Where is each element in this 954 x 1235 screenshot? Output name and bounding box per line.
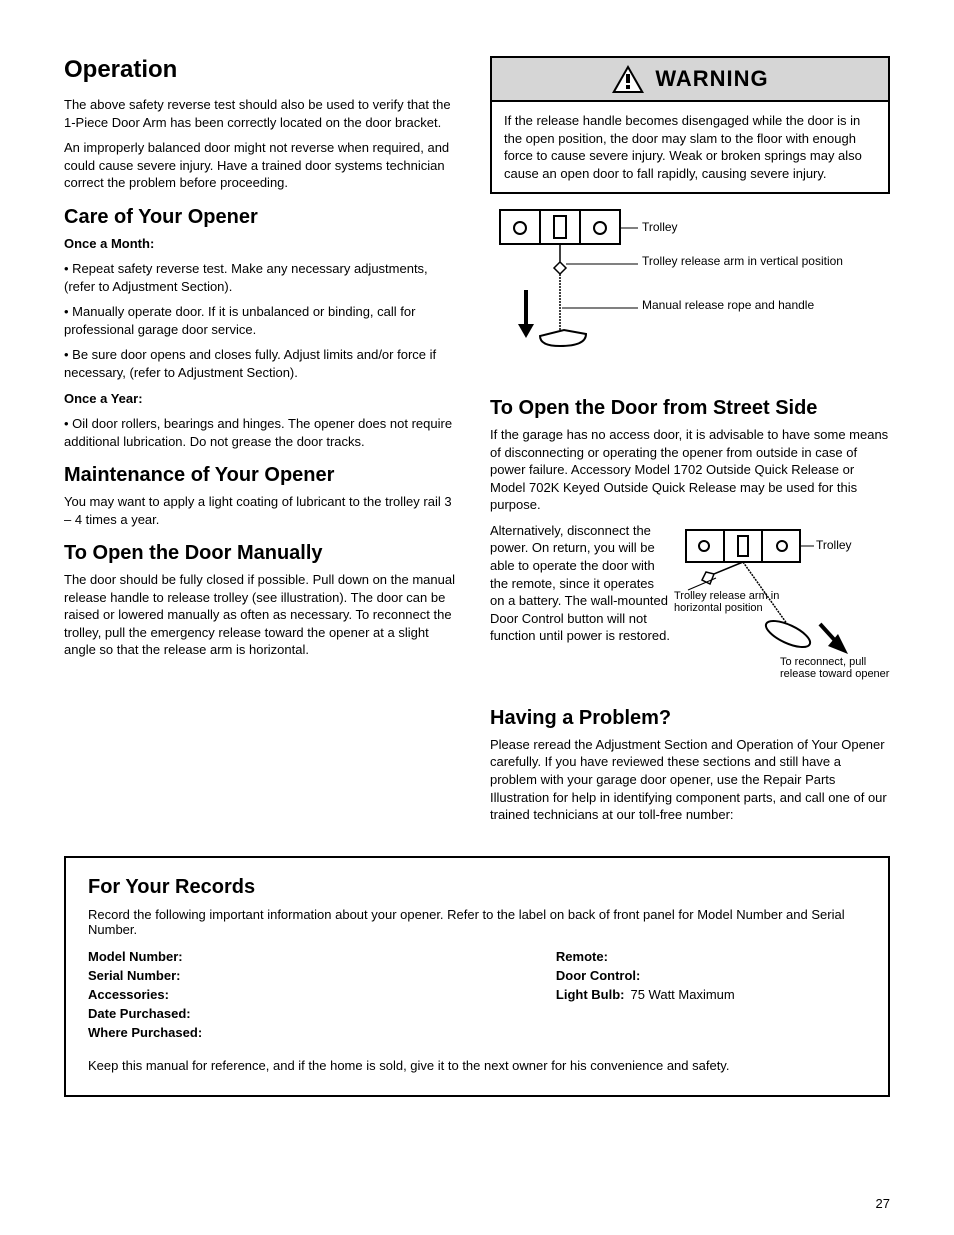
maint-p: You may want to apply a light coating of… bbox=[64, 493, 458, 528]
records-key: Door Control: bbox=[556, 968, 640, 983]
care-b4: • Oil door rollers, bearings and hinges.… bbox=[64, 415, 458, 450]
records-row: Serial Number: bbox=[88, 968, 516, 983]
intro-p1: The above safety reverse test should als… bbox=[64, 96, 458, 131]
figure-release-horizontal: Trolley Trolley release arm in horizonta… bbox=[680, 528, 890, 683]
manual-p: The door should be fully closed if possi… bbox=[64, 571, 458, 659]
figure-release-vertical: Trolley Trolley release arm in vertical … bbox=[490, 208, 890, 383]
care-b1: • Repeat safety reverse test. Make any n… bbox=[64, 260, 458, 295]
records-key: Model Number: bbox=[88, 949, 183, 964]
records-row: Accessories: bbox=[88, 987, 516, 1002]
problem-p: Please reread the Adjustment Section and… bbox=[490, 736, 890, 824]
records-col-right: Remote: Door Control: Light Bulb: 75 Watt M… bbox=[556, 949, 866, 1044]
records-row: Model Number: bbox=[88, 949, 516, 964]
right-column: WARNING If the release handle becomes di… bbox=[490, 56, 890, 832]
records-key: Serial Number: bbox=[88, 968, 180, 983]
section-manual: To Open the Door Manually bbox=[64, 542, 458, 565]
records-value: 75 Watt Maximum bbox=[630, 987, 734, 1002]
left-column: Operation The above safety reverse test … bbox=[64, 56, 458, 832]
records-row: Date Purchased: bbox=[88, 1006, 516, 1021]
records-key: Light Bulb: bbox=[556, 987, 625, 1002]
fig1-rope-label: Manual release rope and handle bbox=[642, 298, 814, 312]
records-key: Accessories: bbox=[88, 987, 169, 1002]
section-problem: Having a Problem? bbox=[490, 707, 890, 730]
section-maint: Maintenance of Your Opener bbox=[64, 464, 458, 487]
care-b3: • Be sure door opens and closes fully. A… bbox=[64, 346, 458, 381]
records-box: For Your Records Record the following im… bbox=[64, 856, 890, 1097]
section-care: Care of Your Opener bbox=[64, 206, 458, 229]
records-row: Door Control: bbox=[556, 968, 866, 983]
intro-p2: An improperly balanced door might not re… bbox=[64, 139, 458, 192]
care-once-year: Once a Year: bbox=[64, 390, 458, 408]
open-p2: Alternatively, disconnect the power. On … bbox=[490, 522, 670, 645]
fig2-trolley-label: Trolley bbox=[816, 538, 852, 552]
records-row: Where Purchased: bbox=[88, 1025, 516, 1040]
records-footer: Keep this manual for reference, and if t… bbox=[88, 1058, 866, 1073]
fig1-arm-label: Trolley release arm in vertical position bbox=[642, 254, 843, 268]
warning-body: If the release handle becomes disengaged… bbox=[492, 102, 888, 192]
warning-box: WARNING If the release handle becomes di… bbox=[490, 56, 890, 194]
open-p1: If the garage has no access door, it is … bbox=[490, 426, 890, 514]
trolley-diagram-1 bbox=[490, 208, 890, 378]
records-key: Date Purchased: bbox=[88, 1006, 191, 1021]
warning-icon bbox=[611, 64, 645, 94]
warning-header: WARNING bbox=[492, 58, 888, 102]
fig2-arm-label: Trolley release arm in horizontal positi… bbox=[674, 590, 794, 614]
page-number: 27 bbox=[876, 1196, 890, 1211]
records-title: For Your Records bbox=[88, 876, 866, 899]
care-b2: • Manually operate door. If it is unbala… bbox=[64, 303, 458, 338]
records-key: Where Purchased: bbox=[88, 1025, 202, 1040]
records-intro: Record the following important informati… bbox=[88, 907, 866, 937]
records-key: Remote: bbox=[556, 949, 608, 964]
fig1-trolley-label: Trolley bbox=[642, 220, 678, 234]
section-open-street: To Open the Door from Street Side bbox=[490, 397, 890, 420]
warning-label: WARNING bbox=[655, 66, 768, 92]
records-row: Light Bulb: 75 Watt Maximum bbox=[556, 987, 866, 1002]
records-row: Remote: bbox=[556, 949, 866, 964]
page-title: Operation bbox=[64, 56, 458, 84]
care-once-month: Once a Month: bbox=[64, 235, 458, 253]
records-col-left: Model Number: Serial Number: Accessories: D… bbox=[88, 949, 516, 1044]
fig2-reconnect-label: To reconnect, pull release toward opener bbox=[780, 656, 890, 680]
